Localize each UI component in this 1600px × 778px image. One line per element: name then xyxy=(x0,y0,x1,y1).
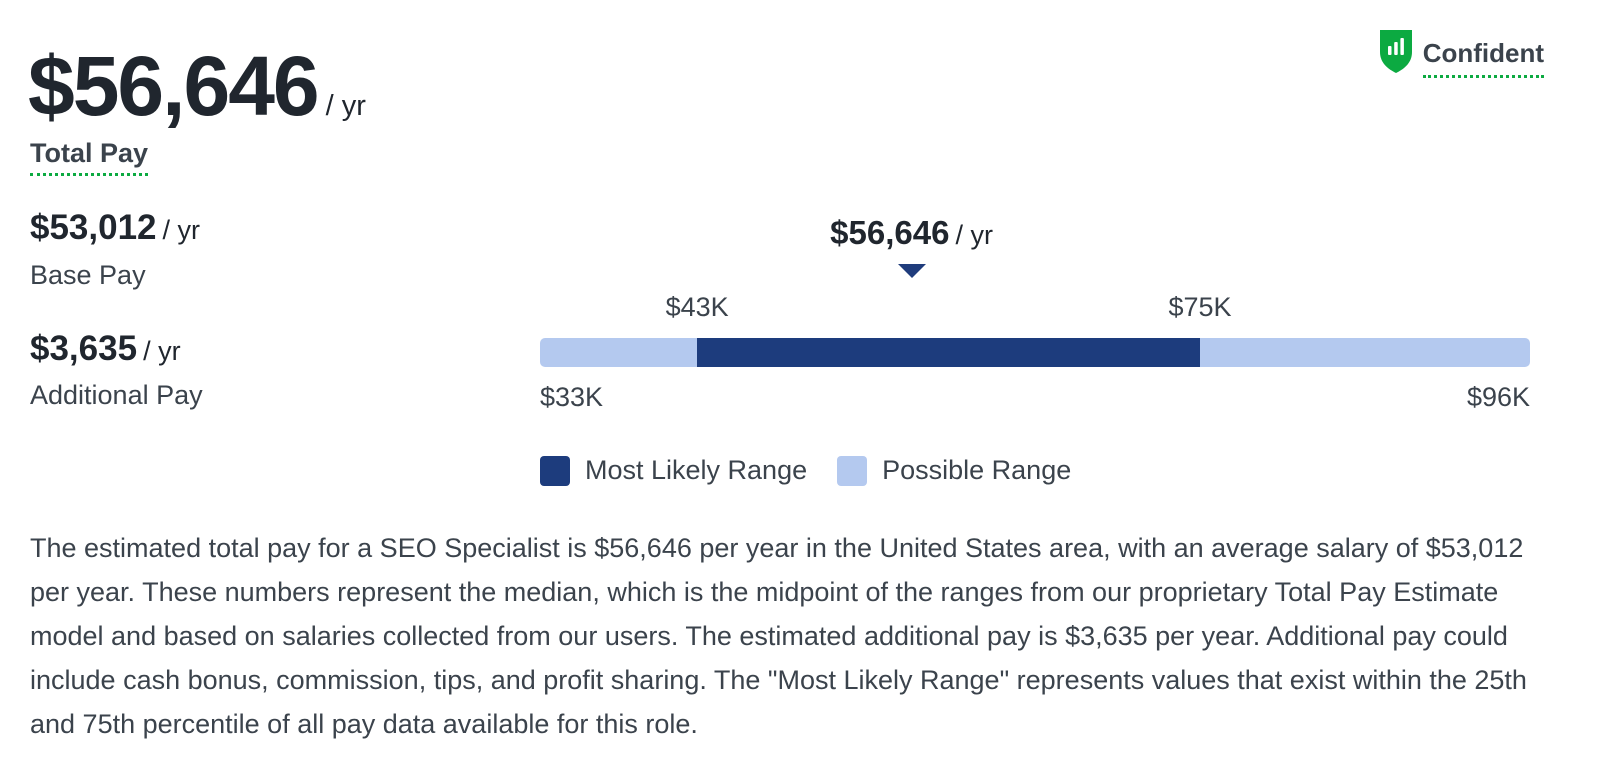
median-pay-label: $56,646/ yr xyxy=(830,214,993,252)
total-pay-label[interactable]: Total Pay xyxy=(30,138,149,176)
legend-label-most-likely: Most Likely Range xyxy=(585,455,808,485)
median-pay-unit: / yr xyxy=(955,220,993,250)
max-tick-label: $96K xyxy=(1466,382,1530,412)
total-pay-value: $56,646/ yr xyxy=(28,38,366,135)
base-pay-amount: $53,012 xyxy=(30,208,157,247)
additional-pay-unit: / yr xyxy=(143,336,181,366)
legend-item-possible: Possible Range xyxy=(837,455,1071,486)
p25-tick-label: $43K xyxy=(665,292,729,322)
most-likely-range-bar xyxy=(697,338,1200,367)
p75-tick-label: $75K xyxy=(1168,292,1232,322)
confidence-label: Confident xyxy=(1422,28,1544,78)
legend-label-possible: Possible Range xyxy=(882,455,1072,485)
total-pay-amount: $56,646 xyxy=(28,39,320,133)
chart-legend: Most Likely Range Possible Range xyxy=(540,455,1101,486)
additional-pay-value: $3,635/ yr xyxy=(30,329,181,369)
legend-swatch-possible xyxy=(837,455,868,486)
base-pay-value: $53,012/ yr xyxy=(30,208,200,248)
legend-swatch-most-likely xyxy=(540,455,570,486)
additional-pay-amount: $3,635 xyxy=(30,329,138,368)
median-marker-icon xyxy=(897,264,926,278)
min-tick-label: $33K xyxy=(540,382,604,412)
median-pay-amount: $56,646 xyxy=(830,214,950,251)
base-pay-unit: / yr xyxy=(162,215,201,245)
bar-chart-shield-icon xyxy=(1379,30,1412,73)
confidence-badge[interactable]: Confident xyxy=(1377,28,1544,78)
additional-pay-label: Additional Pay xyxy=(30,380,203,410)
legend-item-most-likely: Most Likely Range xyxy=(540,455,807,486)
pay-description: The estimated total pay for a SEO Specia… xyxy=(30,533,1527,739)
pay-range-chart: $56,646/ yr $43K $75K $33K $96K xyxy=(540,200,1530,500)
total-pay-unit: / yr xyxy=(325,90,366,122)
base-pay-label: Base Pay xyxy=(30,260,146,290)
